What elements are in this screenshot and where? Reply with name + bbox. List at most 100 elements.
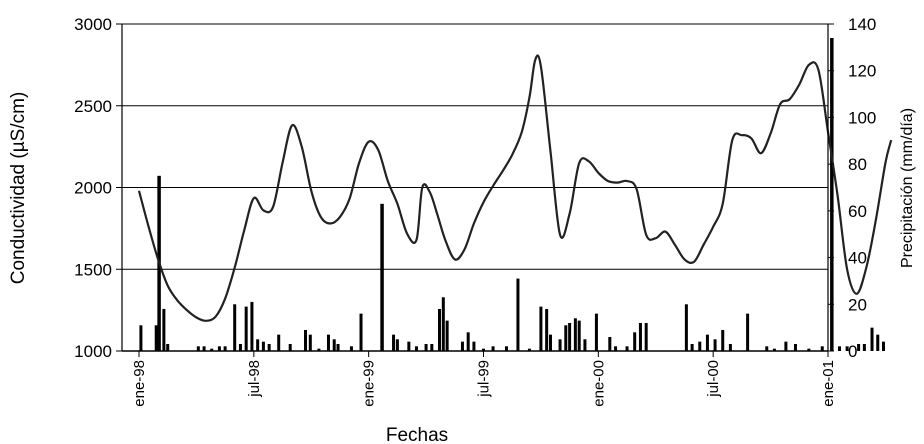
precip-bar-37 (460, 341, 464, 351)
precip-bar-58 (633, 332, 637, 351)
y-tick-label-4: 3000 (74, 15, 112, 34)
precip-bar-21 (317, 348, 321, 351)
precip-bar-79 (862, 343, 866, 351)
precip-bar-50 (568, 322, 572, 351)
precip-bar-54 (594, 313, 598, 351)
precip-bar-39 (472, 341, 476, 351)
y2-tick-label-0: 0 (848, 342, 857, 361)
precip-bar-22 (326, 334, 330, 351)
precip-bar-63 (698, 341, 702, 351)
y2-tick-label-6: 120 (848, 62, 876, 81)
precip-bar-18 (288, 343, 292, 351)
y2-tick-label-7: 140 (848, 15, 876, 34)
y-axis-title: Conductividad (µS/cm) (8, 92, 29, 285)
x-tick-label-0: ene-98 (131, 360, 148, 407)
precip-bar-32 (424, 343, 428, 351)
x-tick-label-3: jul-99 (476, 360, 493, 398)
y-tick-label-0: 1000 (74, 342, 112, 361)
precip-bar-26 (359, 313, 363, 351)
precip-bar-45 (539, 306, 543, 351)
precip-bar-57 (625, 346, 629, 351)
precip-bar-17 (277, 334, 281, 351)
precip-bar-15 (261, 341, 265, 351)
conductivity-line-group (137, 54, 893, 322)
y-tick-label-3: 2500 (74, 97, 112, 116)
precip-bar-82 (882, 341, 886, 351)
precip-bar-46 (545, 308, 549, 351)
precip-bar-52 (577, 320, 581, 351)
grid-lines (122, 23, 828, 270)
x-tick-label-6: ene-01 (820, 360, 837, 407)
precip-bar-27 (380, 203, 384, 351)
precip-bar-20 (308, 334, 312, 351)
precip-bar-74 (820, 346, 824, 351)
precip-bar-9 (223, 346, 227, 351)
y2-tick-label-1: 20 (848, 295, 867, 314)
precip-bar-42 (504, 346, 508, 351)
precip-bar-41 (491, 346, 495, 351)
precip-bar-4 (166, 343, 170, 351)
precip-bar-29 (395, 339, 399, 351)
precip-bar-8 (217, 346, 221, 351)
precip-bar-61 (684, 304, 688, 351)
precip-bar-40 (482, 348, 485, 351)
precip-bar-12 (244, 306, 248, 351)
precip-bar-25 (349, 346, 353, 351)
precip-bar-24 (336, 343, 340, 351)
precip-bar-44 (527, 348, 531, 351)
precip-bar-28 (392, 334, 396, 351)
precip-bar-73 (807, 348, 811, 351)
precip-bar-30 (407, 341, 411, 351)
precip-bar-47 (548, 334, 552, 351)
precip-bar-51 (573, 318, 577, 351)
precip-bar-0 (139, 325, 143, 351)
precip-bar-38 (466, 332, 470, 351)
y2-tick-label-5: 100 (848, 108, 876, 127)
y-tick-label-1: 1500 (74, 260, 112, 279)
precip-bar-77 (845, 346, 849, 351)
precip-bar-75 (830, 38, 834, 352)
precip-bar-53 (583, 339, 587, 351)
x-tick-label-1: jul-98 (246, 360, 263, 398)
precip-bar-14 (256, 339, 260, 351)
y-tick-label-2: 2000 (74, 179, 112, 198)
x-tick-label-4: ene-00 (590, 360, 607, 407)
y2-tick-label-3: 60 (848, 202, 867, 221)
x-tick-label-5: jul-00 (705, 360, 722, 398)
precip-bar-76 (837, 346, 841, 351)
precipitation-bars (139, 38, 886, 352)
x-axis-title: Fechas (386, 425, 448, 444)
precip-bar-35 (441, 297, 445, 351)
precip-bar-19 (304, 329, 308, 351)
precip-bar-69 (765, 346, 769, 351)
precip-bar-31 (415, 346, 419, 351)
precip-bar-72 (793, 343, 797, 351)
y2-tick-label-2: 40 (848, 249, 867, 268)
precip-bar-43 (516, 278, 520, 351)
precip-bar-7 (210, 348, 214, 351)
axes (116, 23, 834, 357)
precip-bar-3 (162, 308, 166, 351)
precip-bar-67 (728, 343, 732, 351)
precip-bar-10 (233, 304, 237, 351)
precip-bar-56 (614, 346, 618, 351)
precip-bar-34 (437, 308, 441, 351)
precip-bar-65 (713, 339, 717, 351)
precip-bar-59 (638, 322, 642, 351)
precip-bar-70 (772, 348, 776, 351)
precip-bar-48 (558, 339, 562, 351)
precip-bar-62 (690, 343, 694, 351)
precip-bar-81 (876, 334, 880, 351)
precip-bar-36 (445, 320, 449, 351)
precip-bar-11 (238, 343, 242, 351)
precip-bar-23 (332, 339, 336, 351)
precip-bar-66 (721, 329, 725, 351)
precip-bar-33 (430, 343, 434, 351)
precip-bar-6 (202, 346, 206, 351)
precip-bar-55 (608, 336, 612, 351)
y2-tick-label-4: 80 (848, 155, 867, 174)
precip-bar-13 (250, 301, 254, 351)
precip-bar-16 (267, 343, 271, 351)
precip-bar-68 (746, 313, 750, 351)
